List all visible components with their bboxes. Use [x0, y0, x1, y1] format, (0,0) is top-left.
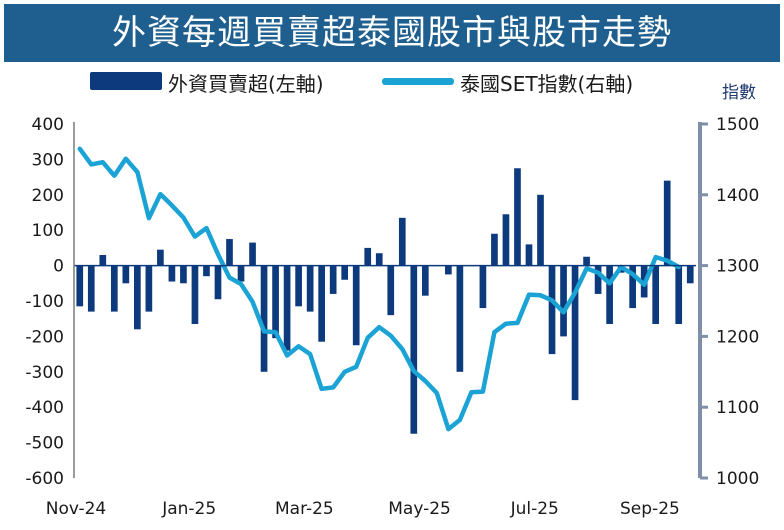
axes: 4003002001000-100-200-300-400-500-600150… [25, 115, 759, 519]
bar-week-41 [548, 265, 556, 355]
bar-week-20 [306, 265, 314, 312]
bar-week-48 [629, 265, 636, 309]
left-tick-label: 300 [32, 150, 64, 170]
left-tick-label: 0 [53, 257, 64, 277]
bar-week-46 [606, 265, 613, 325]
bar-week-52 [675, 265, 683, 325]
left-tick-label: 400 [32, 115, 64, 135]
bar-week-35 [479, 265, 487, 309]
x-tick-label: Jan-25 [161, 499, 216, 519]
bar-week-37 [502, 214, 510, 266]
bar-week-12 [214, 265, 222, 300]
x-tick-label: Sep-25 [620, 499, 680, 519]
bar-week-27 [387, 265, 395, 316]
left-tick-label: -100 [25, 292, 64, 312]
bar-series [76, 168, 694, 434]
bar-week-21 [318, 265, 325, 342]
right-tick-label: 1100 [716, 398, 759, 418]
line-series [77, 146, 681, 432]
right-tick-label: 1000 [716, 469, 759, 489]
bar-week-30 [421, 265, 429, 296]
left-tick-label: -600 [25, 469, 64, 489]
x-tick-label: Nov-24 [46, 499, 107, 519]
bar-week-42 [560, 265, 567, 337]
bar-week-38 [514, 168, 521, 266]
left-tick-label: 200 [32, 186, 64, 206]
bar-week-36 [491, 233, 498, 266]
bar-week-32 [445, 265, 452, 275]
legend-label-foreign-flow: 外資買賣超(左軸) [168, 72, 324, 96]
bar-week-45 [594, 265, 602, 294]
bar-week-0 [76, 265, 84, 307]
set-index-line [77, 146, 681, 432]
bar-week-29 [410, 265, 418, 434]
chart-title: 外資每週買賣超泰國股市與股市走勢 [4, 4, 780, 62]
left-tick-label: -200 [25, 327, 64, 347]
bar-week-39 [525, 244, 533, 266]
bar-week-17 [272, 265, 279, 339]
bar-week-3 [110, 265, 118, 312]
bar-week-16 [260, 265, 268, 372]
bar-week-11 [203, 265, 210, 277]
bar-week-43 [571, 265, 579, 401]
right-tick-label: 1200 [716, 327, 759, 347]
x-tick-label: Jul-25 [510, 499, 559, 519]
bar-week-50 [652, 265, 660, 325]
x-tick-label: May-25 [388, 499, 451, 519]
bar-week-22 [329, 265, 337, 294]
bar-week-1 [87, 265, 95, 312]
left-tick-label: -400 [25, 398, 64, 418]
legend-label-set-index: 泰國SET指數(右軸) [460, 72, 634, 96]
bar-week-40 [537, 194, 544, 266]
bar-week-8 [168, 265, 176, 282]
right-tick-label: 1500 [716, 115, 759, 135]
bar-week-33 [456, 265, 464, 372]
right-tick-label: 1300 [716, 257, 759, 277]
bar-week-5 [134, 265, 141, 330]
bar-week-51 [663, 180, 671, 266]
bar-week-14 [237, 265, 245, 282]
legend: 外資買賣超(左軸) 泰國SET指數(右軸) [0, 64, 784, 100]
bar-week-44 [583, 256, 590, 266]
bar-week-28 [398, 217, 406, 266]
bar-week-18 [283, 265, 291, 351]
left-tick-label: -300 [25, 363, 64, 383]
right-tick-label: 1400 [716, 186, 759, 206]
bar-week-23 [341, 265, 349, 280]
bar-week-4 [122, 265, 130, 284]
bar-week-13 [226, 239, 233, 266]
bar-week-10 [191, 265, 199, 325]
right-axis-unit: 指數 [722, 83, 756, 103]
legend-line-swatch [382, 78, 454, 85]
bar-week-24 [352, 265, 360, 346]
bar-week-7 [157, 249, 164, 266]
bar-week-19 [295, 265, 302, 307]
bar-week-53 [686, 265, 694, 284]
bar-week-25 [364, 247, 372, 266]
left-tick-label: 100 [32, 221, 64, 241]
x-tick-label: Mar-25 [275, 499, 334, 519]
bar-week-15 [249, 242, 256, 266]
bar-week-2 [99, 254, 107, 266]
left-tick-label: -500 [25, 434, 64, 454]
bar-week-26 [375, 253, 383, 266]
bar-week-9 [180, 265, 187, 284]
bar-week-6 [145, 265, 153, 312]
legend-bar-swatch [90, 72, 162, 90]
